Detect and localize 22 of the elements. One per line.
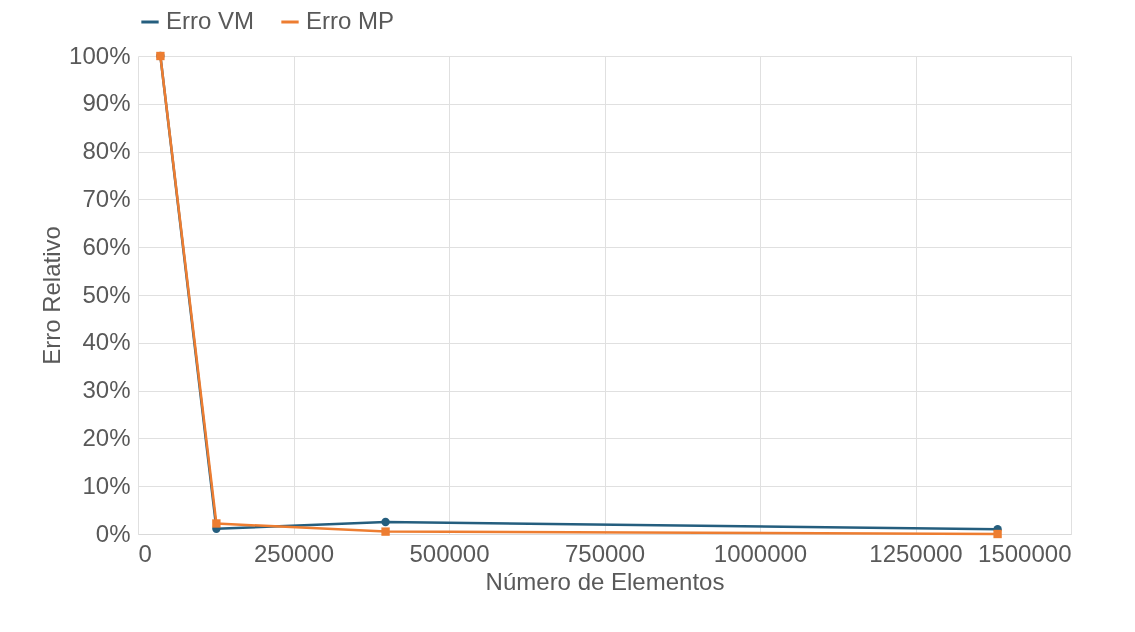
x-tick-label: 1000000 <box>713 539 808 567</box>
y-tick-label: 90% <box>82 89 131 117</box>
y-tick-label: 20% <box>82 423 131 451</box>
x-tick-label: 250000 <box>253 539 335 567</box>
y-tick-label: 70% <box>82 184 131 212</box>
y-tick-label: 30% <box>82 376 131 404</box>
y-axis-title: Erro Relativo <box>38 226 66 365</box>
x-tick-label: 500000 <box>409 539 490 567</box>
y-tick-label: 100% <box>69 41 131 69</box>
y-tick-label: 80% <box>82 137 131 165</box>
y-tick-label: 50% <box>82 280 131 308</box>
x-tick-label: 1500000 <box>978 539 1072 567</box>
legend-label: Erro VM <box>166 7 255 34</box>
x-tick-label: 1250000 <box>869 539 963 567</box>
y-tick-label: 10% <box>82 471 131 499</box>
y-tick-label: 60% <box>82 232 131 260</box>
y-tick-label: 40% <box>82 328 131 356</box>
legend-label: Erro MP <box>306 7 395 34</box>
x-axis-title: Número de Elementos <box>485 567 725 595</box>
x-tick-label: 0 <box>138 539 152 567</box>
x-tick-label: 750000 <box>564 539 646 567</box>
y-tick-label: 0% <box>95 519 131 547</box>
